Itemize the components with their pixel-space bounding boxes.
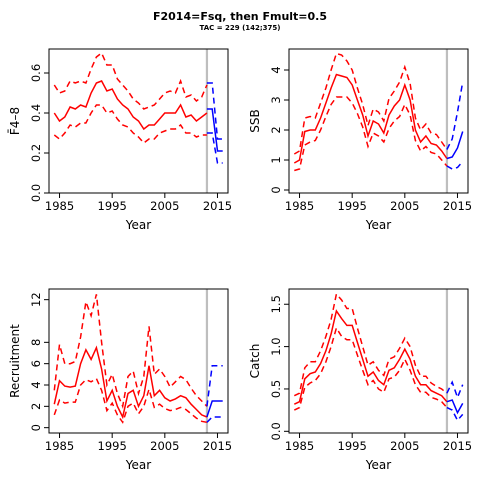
series-median-line bbox=[53, 80, 208, 131]
y-tick-label: 12 bbox=[29, 292, 43, 307]
x-tick-label: 2015 bbox=[443, 439, 472, 453]
plot-frame bbox=[288, 48, 469, 194]
x-axis-label: Year bbox=[125, 218, 151, 232]
plot-frame bbox=[48, 288, 229, 434]
x-tick-label: 1985 bbox=[45, 199, 74, 213]
x-tick-label: 2005 bbox=[150, 439, 179, 453]
projection-upper-line bbox=[446, 81, 464, 150]
x-tick-label: 1985 bbox=[45, 439, 74, 453]
figure-title: F2014=Fsq, then Fmult=0.5 bbox=[153, 10, 327, 23]
y-tick-label: 2 bbox=[269, 126, 283, 133]
series-median-line bbox=[293, 309, 448, 405]
x-axis: 1985 1995 2005 2015 bbox=[285, 193, 472, 213]
y-axis: 0.0 0.5 1.0 1.5 bbox=[269, 295, 289, 440]
y-tick-label: 3 bbox=[269, 96, 283, 103]
x-tick-label: 2015 bbox=[203, 199, 232, 213]
y-tick-label: 8 bbox=[29, 339, 43, 346]
series-upper-line bbox=[53, 294, 208, 409]
y-tick-label: 0.2 bbox=[29, 144, 43, 162]
x-axis: 1985 1995 2005 2015 bbox=[45, 193, 232, 213]
x-tick-label: 1985 bbox=[285, 439, 314, 453]
y-tick-label: 1.0 bbox=[269, 337, 283, 355]
series-lower-line bbox=[53, 377, 208, 424]
y-axis-label: Recruitment bbox=[8, 324, 22, 398]
series-upper-line bbox=[53, 51, 208, 110]
projection-upper-line bbox=[206, 82, 223, 140]
x-axis-label: Year bbox=[365, 458, 391, 472]
y-axis-label: Catch bbox=[248, 344, 262, 379]
y-tick-label: 0.6 bbox=[29, 64, 43, 82]
y-tick-label: 1.5 bbox=[269, 295, 283, 313]
panel-ssb: 0 1 2 3 4 1985 1995 2005 2015 Year SSB bbox=[248, 48, 472, 232]
panel-fbar: 0.0 0.2 0.4 0.6 1985 1995 2005 2015 Year F̄4–8 bbox=[8, 48, 232, 232]
y-tick-label: 4 bbox=[29, 381, 43, 388]
x-tick-label: 2015 bbox=[203, 439, 232, 453]
x-axis: 1985 1995 2005 2015 bbox=[285, 433, 472, 453]
y-axis-label: F̄4–8 bbox=[8, 107, 22, 135]
projection-lower-line bbox=[206, 132, 223, 164]
y-tick-label: 2 bbox=[29, 403, 43, 410]
projection-median-line bbox=[446, 399, 464, 415]
series-upper-line bbox=[293, 52, 448, 155]
series-median-line bbox=[53, 345, 208, 420]
x-axis-label: Year bbox=[365, 218, 391, 232]
projection-lower-line bbox=[446, 161, 464, 170]
series-median-line bbox=[293, 73, 448, 164]
y-tick-label: 0 bbox=[29, 424, 43, 431]
y-tick-label: 0.4 bbox=[29, 104, 43, 122]
x-axis: 1985 1995 2005 2015 bbox=[45, 433, 232, 453]
y-axis: 0.0 0.2 0.4 0.6 bbox=[29, 64, 49, 202]
projection-median-line bbox=[206, 400, 223, 418]
x-tick-label: 2005 bbox=[390, 199, 419, 213]
y-tick-label: 1 bbox=[269, 156, 283, 163]
y-tick-label: 0 bbox=[269, 186, 283, 193]
plot-frame bbox=[288, 288, 469, 434]
y-tick-label: 0.5 bbox=[269, 380, 283, 398]
y-axis: 0 2 4 6 8 12 bbox=[29, 292, 49, 431]
x-tick-label: 1995 bbox=[98, 199, 127, 213]
y-tick-label: 0.0 bbox=[29, 184, 43, 202]
y-tick-label: 6 bbox=[29, 360, 43, 367]
x-axis-label: Year bbox=[125, 458, 151, 472]
projection-upper-line bbox=[446, 380, 464, 400]
y-tick-label: 0.0 bbox=[269, 422, 283, 440]
x-tick-label: 1985 bbox=[285, 199, 314, 213]
panel-catch: 0.0 0.5 1.0 1.5 1985 1995 2005 2015 Year Catch bbox=[248, 288, 472, 472]
y-axis: 0 1 2 3 4 bbox=[269, 66, 289, 194]
x-tick-label: 2005 bbox=[390, 439, 419, 453]
panel-recruitment: 0 2 4 6 8 12 1985 1995 2005 2015 Year Recruitment bbox=[8, 288, 232, 472]
figure-subtitle: TAC = 229 (142;375) bbox=[200, 24, 281, 32]
x-tick-label: 1995 bbox=[98, 439, 127, 453]
series-lower-line bbox=[53, 104, 207, 145]
y-tick-label: 4 bbox=[269, 66, 283, 73]
x-tick-label: 1995 bbox=[338, 199, 367, 213]
plot-frame bbox=[48, 48, 229, 194]
projection-median-line bbox=[446, 131, 464, 160]
x-tick-label: 2005 bbox=[150, 199, 179, 213]
x-tick-label: 1995 bbox=[338, 439, 367, 453]
series-lower-line bbox=[294, 96, 448, 172]
x-tick-label: 2015 bbox=[443, 199, 472, 213]
series-upper-line bbox=[293, 292, 448, 397]
projection-median-line bbox=[206, 108, 223, 152]
projection-lower-line bbox=[206, 416, 223, 423]
y-axis-label: SSB bbox=[248, 109, 262, 132]
projection-lower-line bbox=[446, 406, 464, 422]
projection-upper-line bbox=[206, 365, 223, 407]
